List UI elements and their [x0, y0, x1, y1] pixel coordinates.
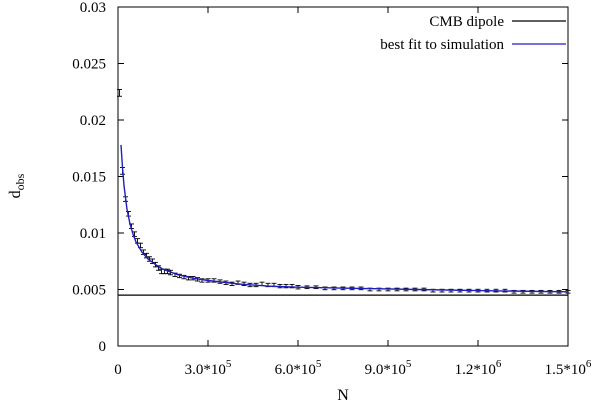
- x-axis-ticks: 0 3.0*105 6.0*105 9.0*105 1.2*106 1.5*106: [114, 7, 592, 378]
- x-tick-label-exponent: 6: [496, 358, 502, 370]
- x-tick-label: 6.0*105: [275, 358, 322, 378]
- legend: CMB dipole best fit to simulation: [380, 14, 566, 53]
- x-tick-label-base: 0: [114, 362, 122, 378]
- x-tick-label-exponent: 5: [316, 358, 322, 370]
- y-tick-label: 0.01: [80, 226, 106, 242]
- x-tick-label-base: 9.0*10: [365, 362, 406, 378]
- x-tick-label: 1.5*106: [545, 358, 592, 378]
- legend-label-cmb-dipole: CMB dipole: [429, 14, 504, 30]
- y-axis-label-main: d: [7, 190, 24, 198]
- series-layer: [117, 89, 571, 296]
- y-axis-label: dobs: [7, 173, 27, 198]
- x-tick-label-base: 1.5*10: [545, 362, 586, 378]
- y-axis-ticks: 0 0.005 0.01 0.015 0.02 0.025 0.03: [72, 0, 568, 355]
- x-tick-label-base: 1.2*10: [455, 362, 496, 378]
- x-tick-label-base: 6.0*10: [275, 362, 316, 378]
- y-tick-label: 0.02: [80, 113, 106, 129]
- y-tick-label: 0.03: [80, 0, 106, 16]
- x-tick-label-exponent: 5: [406, 358, 412, 370]
- x-tick-label: 3.0*105: [185, 358, 232, 378]
- x-tick-label-exponent: 5: [226, 358, 232, 370]
- x-tick-label-base: 3.0*10: [185, 362, 226, 378]
- x-axis-label: N: [337, 387, 349, 404]
- x-tick-label-exponent: 6: [586, 358, 592, 370]
- legend-label-best-fit: best fit to simulation: [380, 37, 504, 53]
- y-tick-label: 0: [99, 339, 107, 355]
- y-tick-label: 0.025: [72, 57, 106, 73]
- x-tick-label: 1.2*106: [455, 358, 502, 378]
- y-tick-label: 0.015: [72, 170, 106, 186]
- y-tick-label: 0.005: [72, 283, 106, 299]
- best-fit-line: [120, 144, 569, 293]
- x-tick-label: 9.0*105: [365, 358, 412, 378]
- y-axis-label-subscript: obs: [13, 173, 27, 190]
- x-tick-label: 0: [114, 362, 122, 378]
- simulation-point: [117, 89, 122, 97]
